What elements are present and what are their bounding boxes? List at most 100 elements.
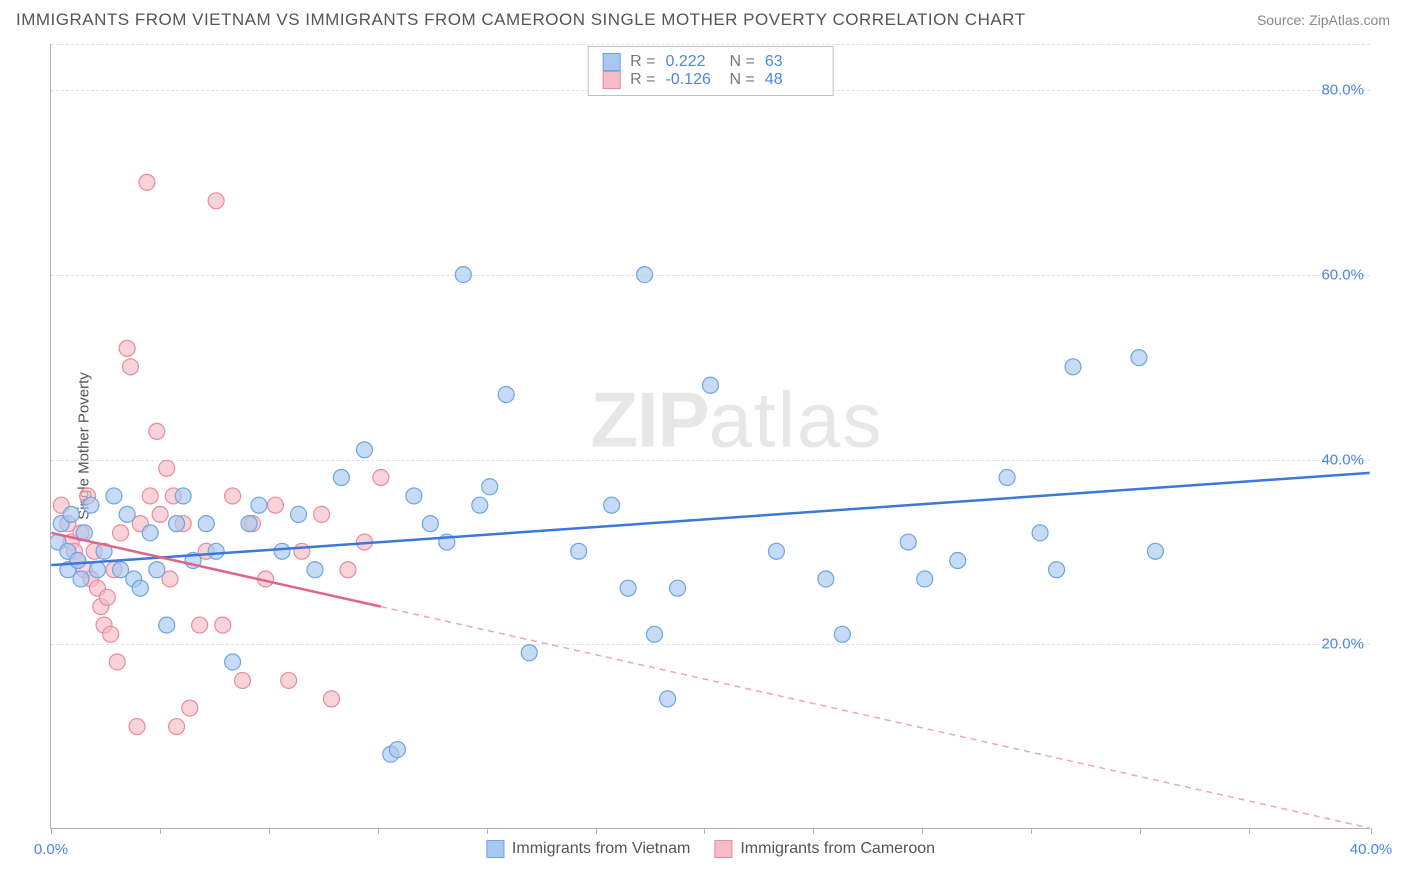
data-point — [498, 387, 514, 403]
data-point — [646, 626, 662, 642]
data-point — [383, 746, 399, 762]
data-point — [149, 562, 165, 578]
watermark-atlas: atlas — [709, 376, 884, 464]
data-point — [670, 580, 686, 596]
data-point — [225, 488, 241, 504]
data-point — [244, 516, 260, 532]
data-point — [999, 470, 1015, 486]
legend-swatch-cameroon — [602, 71, 620, 89]
data-point — [274, 543, 290, 559]
data-point — [182, 700, 198, 716]
data-point — [175, 488, 191, 504]
gridline — [51, 460, 1370, 461]
data-point — [818, 571, 834, 587]
data-point — [149, 423, 165, 439]
x-tick-label-min: 0.0% — [34, 841, 68, 858]
x-tick — [1371, 828, 1372, 834]
legend-item-cameroon: Immigrants from Cameroon — [714, 840, 935, 858]
legend-swatch-vietnam — [602, 53, 620, 71]
x-tick — [813, 828, 814, 834]
y-tick-label: 80.0% — [1321, 82, 1364, 99]
data-point — [159, 460, 175, 476]
data-point — [99, 589, 115, 605]
data-point — [703, 377, 719, 393]
x-tick — [160, 828, 161, 834]
data-point — [60, 543, 76, 559]
data-point — [165, 488, 181, 504]
data-point — [439, 534, 455, 550]
data-point — [208, 193, 224, 209]
data-point — [119, 506, 135, 522]
data-point — [60, 516, 76, 532]
data-point — [122, 359, 138, 375]
data-point — [406, 488, 422, 504]
data-point — [109, 654, 125, 670]
x-tick — [269, 828, 270, 834]
swatch-vietnam — [486, 840, 504, 858]
data-point — [482, 479, 498, 495]
data-point — [103, 626, 119, 642]
trend-line — [381, 607, 1370, 828]
data-point — [251, 497, 267, 513]
data-point — [80, 488, 96, 504]
data-point — [152, 506, 168, 522]
data-point — [1131, 350, 1147, 366]
correlation-row-2: R = -0.126 N = 48 — [602, 71, 819, 89]
data-point — [917, 571, 933, 587]
data-point — [142, 488, 158, 504]
trend-line — [51, 473, 1369, 565]
data-point — [132, 580, 148, 596]
r-value-cameroon: -0.126 — [666, 71, 720, 89]
data-point — [76, 562, 92, 578]
data-point — [142, 525, 158, 541]
data-point — [70, 553, 86, 569]
x-tick — [51, 828, 52, 834]
r-label: R = — [630, 53, 655, 71]
data-point — [340, 562, 356, 578]
header-row: IMMIGRANTS FROM VIETNAM VS IMMIGRANTS FR… — [0, 0, 1406, 34]
data-point — [93, 599, 109, 615]
data-point — [51, 534, 66, 550]
data-point — [139, 174, 155, 190]
data-point — [96, 543, 112, 559]
data-point — [356, 534, 372, 550]
data-point — [373, 470, 389, 486]
gridline — [51, 644, 1370, 645]
data-point — [162, 571, 178, 587]
data-point — [106, 488, 122, 504]
data-point — [66, 543, 82, 559]
bottom-legend: Immigrants from Vietnam Immigrants from … — [486, 840, 935, 858]
data-point — [768, 543, 784, 559]
data-point — [169, 719, 185, 735]
scatter-overlay — [51, 44, 1370, 828]
data-point — [60, 562, 76, 578]
gridline — [51, 275, 1370, 276]
data-point — [208, 543, 224, 559]
data-point — [323, 691, 339, 707]
data-point — [834, 626, 850, 642]
data-point — [106, 562, 122, 578]
n-label: N = — [730, 71, 755, 89]
data-point — [389, 742, 405, 758]
data-point — [604, 497, 620, 513]
x-tick — [378, 828, 379, 834]
data-point — [900, 534, 916, 550]
x-tick — [1249, 828, 1250, 834]
data-point — [96, 617, 112, 633]
data-point — [333, 470, 349, 486]
data-point — [70, 553, 86, 569]
data-point — [422, 516, 438, 532]
data-point — [73, 571, 89, 587]
data-point — [1049, 562, 1065, 578]
data-point — [314, 506, 330, 522]
legend-label-vietnam: Immigrants from Vietnam — [512, 840, 690, 858]
swatch-cameroon — [714, 840, 732, 858]
watermark: ZIPatlas — [590, 375, 883, 466]
x-tick — [1031, 828, 1032, 834]
chart-title: IMMIGRANTS FROM VIETNAM VS IMMIGRANTS FR… — [16, 10, 1026, 30]
data-point — [76, 525, 92, 541]
data-point — [258, 571, 274, 587]
data-point — [660, 691, 676, 707]
y-tick-label: 60.0% — [1321, 266, 1364, 283]
data-point — [119, 340, 135, 356]
